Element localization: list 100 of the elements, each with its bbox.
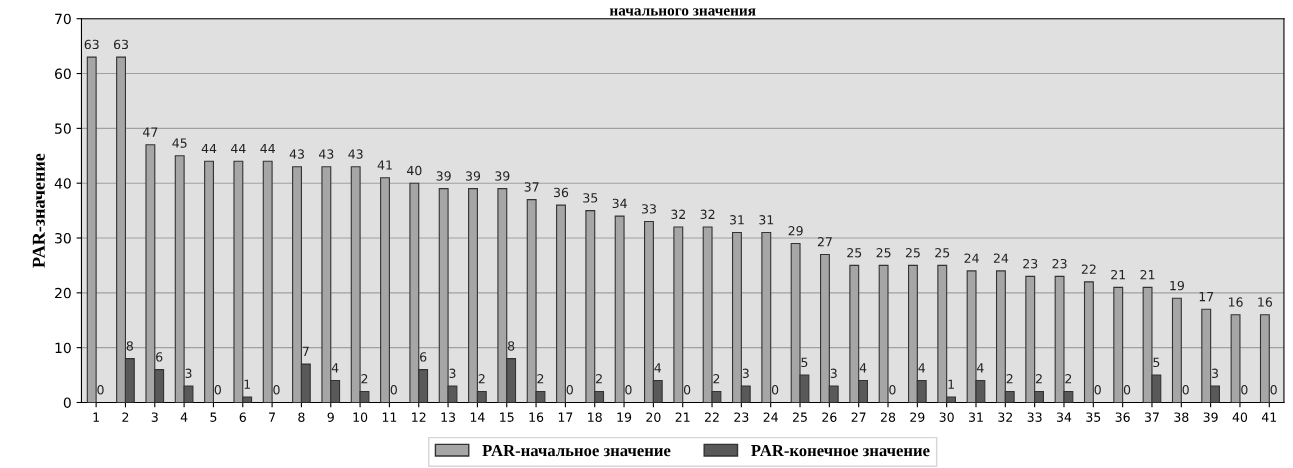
x-tick-label: 23 — [734, 412, 749, 422]
x-tick-label: 21 — [675, 412, 690, 422]
x-tick-label: 20 — [646, 412, 661, 422]
data-label: 3 — [449, 368, 456, 379]
data-label: 39 — [495, 171, 510, 181]
data-label: 25 — [847, 247, 862, 258]
data-label: 63 — [113, 39, 128, 50]
x-tick-label: 33 — [1027, 412, 1042, 422]
x-tick-label: 28 — [880, 412, 896, 422]
data-label: 6 — [420, 352, 427, 362]
data-label: 0 — [771, 385, 779, 395]
data-label: 8 — [508, 341, 515, 351]
data-label: 2 — [478, 374, 485, 384]
data-label: 29 — [788, 226, 803, 236]
data-label: 23 — [1052, 258, 1067, 269]
data-label: 2 — [1006, 374, 1013, 384]
data-label: 25 — [935, 247, 950, 258]
data-label: 27 — [817, 237, 832, 247]
data-label: 0 — [390, 385, 397, 395]
x-tick-label: 36 — [1115, 412, 1130, 422]
data-label: 4 — [918, 363, 926, 373]
data-label: 3 — [830, 368, 837, 379]
data-label: 0 — [1094, 385, 1101, 395]
data-label: 44 — [260, 143, 275, 154]
data-label: 25 — [905, 247, 920, 258]
data-label: 43 — [319, 149, 334, 159]
data-label: 32 — [671, 209, 686, 220]
data-label: 45 — [172, 138, 187, 148]
data-label: 3 — [1212, 368, 1218, 379]
data-label: 21 — [1111, 269, 1126, 280]
x-tick-label: 29 — [910, 412, 925, 422]
data-label: 63 — [84, 39, 99, 50]
x-tick-label: 18 — [588, 412, 602, 422]
data-label: 0 — [214, 385, 221, 395]
data-label: 1 — [948, 379, 954, 389]
x-tick-label: 22 — [705, 412, 719, 422]
x-tick-label: 31 — [968, 412, 983, 422]
data-label: 31 — [729, 215, 744, 225]
data-label: 4 — [331, 363, 339, 373]
data-label: 17 — [1199, 292, 1214, 302]
data-label: 35 — [583, 193, 598, 203]
legend-label: PAR-начальное значение — [482, 445, 671, 457]
data-label: 39 — [436, 171, 451, 181]
data-label: 2 — [1035, 374, 1042, 384]
legend-label: PAR-конечное значение — [751, 445, 930, 457]
data-label: 24 — [993, 253, 1009, 263]
data-label: 36 — [553, 187, 569, 198]
data-label: 33 — [641, 204, 656, 214]
data-label: 16 — [1258, 297, 1273, 307]
data-label: 0 — [1270, 385, 1277, 395]
data-label: 43 — [289, 149, 304, 159]
x-tick-label: 38 — [1174, 412, 1189, 422]
x-tick-label: 16 — [529, 412, 544, 422]
x-tick-label: 32 — [998, 412, 1013, 422]
y-tick-label: 40 — [54, 178, 71, 189]
x-tick-label: 34 — [1056, 412, 1072, 422]
data-label: 32 — [700, 209, 715, 220]
data-label: 40 — [407, 165, 422, 176]
data-label: 3 — [185, 368, 192, 379]
data-label: 2 — [596, 374, 602, 384]
x-tick-label: 37 — [1144, 412, 1159, 422]
data-label: 1 — [244, 379, 250, 389]
x-tick-label: 27 — [851, 412, 866, 422]
data-label: 4 — [977, 363, 984, 373]
data-label: 16 — [1228, 297, 1243, 307]
data-label: 0 — [625, 385, 632, 395]
data-label: 44 — [201, 143, 217, 154]
x-tick-label: 9 — [327, 412, 334, 422]
data-label: 25 — [876, 247, 891, 258]
data-label: 0 — [1123, 385, 1131, 395]
data-label: 4 — [859, 363, 867, 373]
x-tick-label: 39 — [1203, 412, 1218, 422]
y-tick-label: 10 — [55, 342, 71, 354]
data-label: 47 — [143, 127, 158, 137]
data-label: 5 — [801, 357, 808, 368]
data-label: 5 — [1153, 357, 1160, 368]
chart-title: начального значения — [609, 8, 756, 16]
data-label: 22 — [1081, 264, 1096, 274]
data-label: 2 — [713, 374, 720, 384]
data-label: 7 — [302, 346, 309, 356]
data-label: 39 — [466, 171, 481, 181]
data-label: 2 — [1065, 374, 1072, 384]
data-label: 2 — [361, 374, 368, 384]
x-tick-label: 1 — [93, 412, 99, 422]
data-label: 0 — [889, 385, 896, 395]
x-tick-label: 7 — [269, 412, 276, 422]
x-tick-label: 5 — [210, 412, 217, 422]
y-tick-label: 50 — [55, 123, 71, 134]
data-label: 19 — [1170, 280, 1184, 291]
x-tick-label: 4 — [180, 412, 188, 422]
data-label: 2 — [537, 374, 544, 384]
x-tick-label: 10 — [353, 412, 368, 422]
data-label: 0 — [273, 385, 280, 395]
data-label: 0 — [1241, 385, 1248, 395]
data-label: 37 — [524, 182, 539, 192]
y-tick-label: 70 — [55, 13, 71, 25]
x-tick-label: 8 — [298, 412, 305, 422]
data-label: 31 — [759, 215, 774, 225]
data-label: 0 — [1182, 385, 1189, 395]
data-label: 44 — [231, 143, 246, 154]
